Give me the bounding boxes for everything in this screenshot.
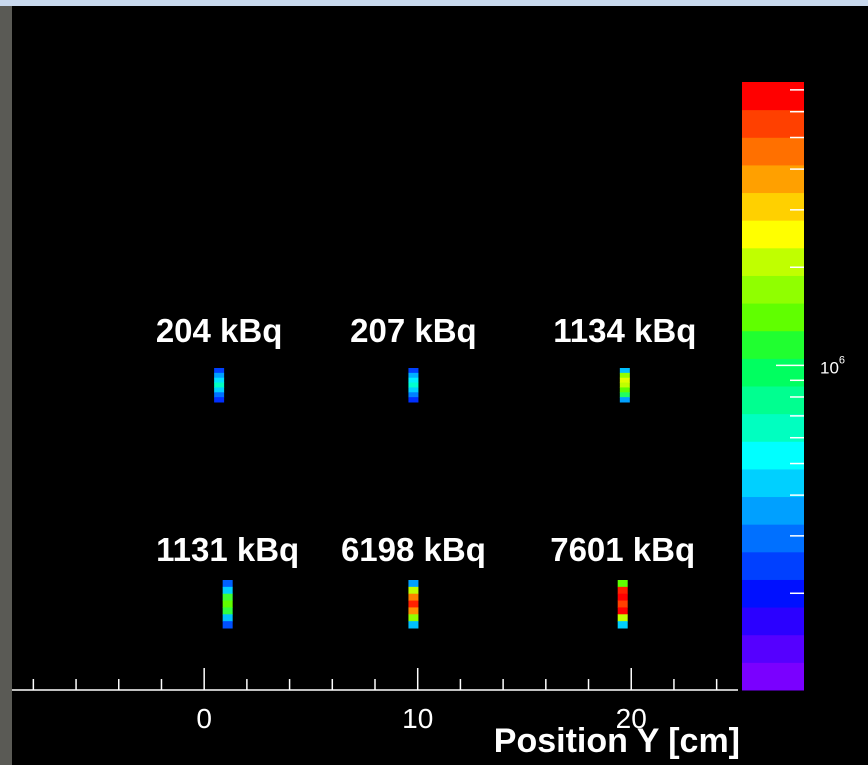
spot-cell [408, 580, 418, 587]
spot-cell [408, 601, 418, 608]
spot-cell [618, 580, 628, 587]
spot-cell [408, 607, 418, 614]
spot-cell [408, 397, 418, 402]
z-tick-exponent: 6 [839, 354, 845, 366]
spot-cell [214, 387, 224, 392]
window-edge [0, 0, 868, 6]
source-label: 7601 kBq [550, 531, 695, 568]
source-spot [214, 368, 224, 403]
colorbar-band [742, 441, 804, 469]
spot-cell [214, 397, 224, 402]
spot-cell [214, 373, 224, 378]
spot-cell [223, 587, 233, 594]
spot-cell [408, 387, 418, 392]
spot-cell [223, 580, 233, 587]
spot-cell [618, 601, 628, 608]
spot-cell [620, 368, 630, 373]
colorbar-band [742, 110, 804, 138]
spot-cell [620, 383, 630, 388]
spot-cell [620, 378, 630, 383]
spot-cell [408, 392, 418, 397]
spot-cell [620, 392, 630, 397]
colorbar-band [742, 82, 804, 110]
spot-cell [408, 383, 418, 388]
colorbar-band [742, 497, 804, 525]
spot-cell [408, 614, 418, 621]
source-label: 207 kBq [350, 312, 477, 349]
spot-cell [223, 594, 233, 601]
spot-cell [408, 594, 418, 601]
colorbar-band [742, 137, 804, 165]
spot-cell [214, 392, 224, 397]
spot-cell [618, 614, 628, 621]
colorbar-band [742, 607, 804, 635]
spot-cell [408, 373, 418, 378]
source-spot [618, 580, 628, 629]
page: Position Y [cm] 01020106204 kBq207 kBq11… [0, 0, 868, 765]
spot-cell [223, 601, 233, 608]
colorbar-band [742, 386, 804, 414]
spot-cell [618, 594, 628, 601]
spot-cell [214, 368, 224, 373]
source-label: 6198 kBq [341, 531, 486, 568]
colorbar-band [742, 220, 804, 248]
colorbar-band [742, 524, 804, 552]
spot-cell [620, 387, 630, 392]
spot-cell [408, 621, 418, 628]
source-label: 204 kBq [156, 312, 283, 349]
spot-cell [214, 378, 224, 383]
spot-cell [223, 607, 233, 614]
colorbar-band [742, 635, 804, 663]
z-tick-base: 10 [820, 358, 839, 377]
colorbar-band [742, 275, 804, 303]
colorbar-band [742, 662, 804, 690]
source-spot [408, 368, 418, 403]
spot-cell [214, 383, 224, 388]
x-tick-label: 10 [402, 703, 433, 734]
colorbar-band [742, 248, 804, 276]
colorbar-band [742, 193, 804, 221]
source-spot [223, 580, 233, 629]
colorbar-band [742, 331, 804, 359]
background [0, 0, 868, 765]
colorbar-band [742, 303, 804, 331]
spot-cell [408, 378, 418, 383]
spot-cell [408, 368, 418, 373]
spot-cell [620, 373, 630, 378]
spot-cell [618, 607, 628, 614]
spot-cell [223, 614, 233, 621]
source-spot [408, 580, 418, 629]
source-label: 1134 kBq [553, 312, 696, 349]
spot-cell [618, 621, 628, 628]
colorbar-band [742, 552, 804, 580]
spot-cell [618, 587, 628, 594]
colorbar-band [742, 358, 804, 386]
spot-cell [620, 397, 630, 402]
x-tick-label: 20 [616, 703, 647, 734]
colorbar-band [742, 469, 804, 497]
photo-strip [0, 6, 12, 765]
spot-cell [223, 621, 233, 628]
spot-cell [408, 587, 418, 594]
source-label: 1131 kBq [156, 531, 299, 568]
chart: Position Y [cm] 01020106204 kBq207 kBq11… [0, 0, 868, 765]
source-spot [620, 368, 630, 403]
x-tick-label: 0 [196, 703, 212, 734]
